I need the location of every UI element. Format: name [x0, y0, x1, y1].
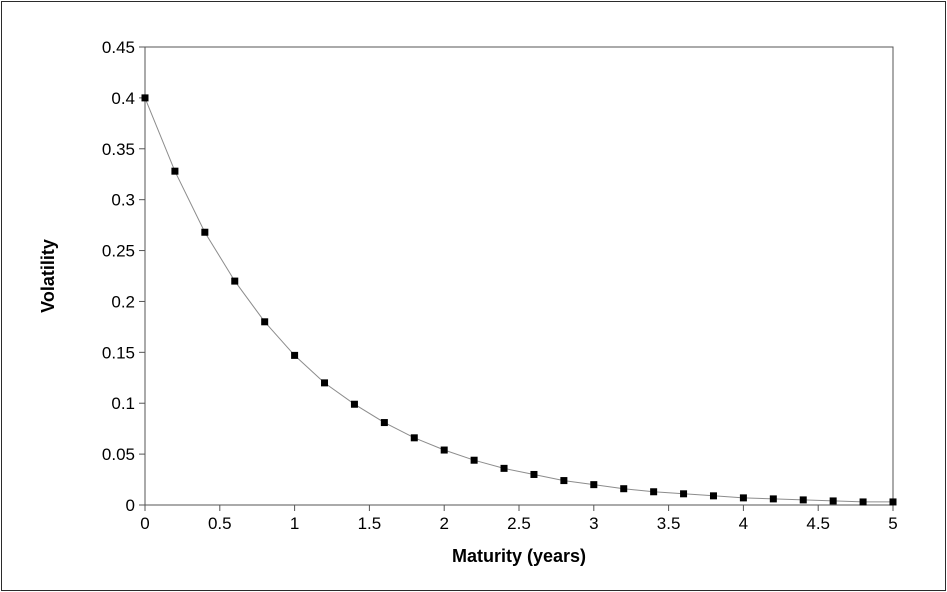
data-point: [560, 477, 568, 485]
y-tick-label: 0.1: [111, 394, 135, 413]
y-tick-label: 0.3: [111, 191, 135, 210]
data-point: [291, 351, 299, 359]
data-point: [440, 446, 448, 454]
y-tick-label: 0.45: [102, 38, 135, 57]
x-tick-label: 1.5: [358, 514, 382, 533]
data-point: [171, 167, 179, 175]
x-tick-label: 3: [589, 514, 598, 533]
data-point: [231, 277, 239, 285]
data-point: [650, 488, 658, 496]
data-point: [709, 492, 717, 500]
plot-area: [144, 46, 894, 506]
data-point: [590, 481, 598, 489]
x-tick-label: 2.5: [507, 514, 531, 533]
y-tick-label: 0.4: [111, 89, 135, 108]
data-point: [859, 498, 867, 506]
data-point: [799, 496, 807, 504]
x-tick-label: 2: [439, 514, 448, 533]
data-markers: [141, 94, 897, 506]
x-axis: 0 0.5 1 1.5 2 2.5 3 3.5 4 4.5 5: [140, 505, 898, 533]
data-point: [350, 400, 358, 408]
data-point: [739, 494, 747, 502]
data-point: [470, 456, 478, 464]
data-point: [410, 434, 418, 442]
x-tick-label: 5: [888, 514, 897, 533]
x-tick-label: 1: [290, 514, 299, 533]
data-point: [889, 498, 897, 506]
x-tick-label: 0.5: [208, 514, 232, 533]
x-tick-label: 3.5: [657, 514, 681, 533]
data-point: [500, 464, 508, 472]
x-tick-label: 4: [739, 514, 748, 533]
data-point: [321, 379, 329, 387]
data-point: [380, 419, 388, 427]
y-axis: 0 0.05 0.1 0.15 0.2 0.25 0.3 0.35 0.4 0.45: [102, 38, 145, 515]
data-point: [261, 318, 269, 326]
y-tick-label: 0.25: [102, 242, 135, 261]
data-point: [141, 94, 149, 102]
y-axis-title: Volatility: [38, 239, 58, 313]
data-point: [530, 470, 538, 478]
y-tick-label: 0.05: [102, 445, 135, 464]
x-axis-title: Maturity (years): [452, 546, 586, 566]
y-tick-label: 0.2: [111, 292, 135, 311]
y-tick-label: 0.15: [102, 343, 135, 362]
data-point: [680, 490, 688, 498]
data-point: [620, 485, 628, 493]
y-tick-label: 0: [126, 496, 135, 515]
x-tick-label: 0: [140, 514, 149, 533]
data-point: [769, 495, 777, 503]
data-point: [201, 228, 209, 236]
y-tick-label: 0.35: [102, 140, 135, 159]
volatility-curve: [144, 97, 893, 503]
x-tick-label: 4.5: [806, 514, 830, 533]
data-point: [829, 497, 837, 505]
